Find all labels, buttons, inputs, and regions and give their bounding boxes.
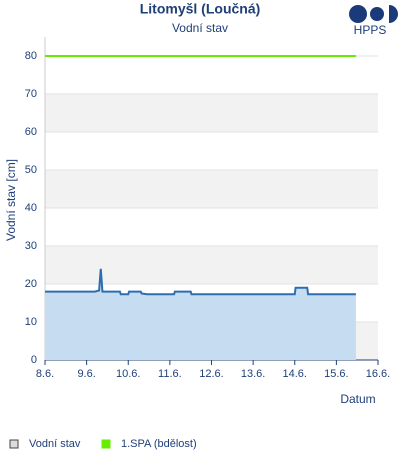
grid-band — [45, 246, 378, 284]
logo-text: HPPS — [354, 23, 387, 37]
y-tick-label: 0 — [31, 354, 37, 366]
legend-label: 1.SPA (bdělost) — [121, 438, 197, 450]
y-tick-label: 50 — [25, 164, 37, 176]
x-tick-label: 13.6. — [241, 368, 265, 380]
legend-label: Vodní stav — [29, 438, 81, 450]
y-tick-label: 20 — [25, 278, 37, 290]
y-tick-label: 10 — [25, 316, 37, 328]
grid-band — [45, 94, 378, 132]
chart-title: Litomyšl (Loučná) — [140, 1, 261, 17]
x-tick-label: 12.6. — [199, 368, 223, 380]
x-tick-label: 15.6. — [324, 368, 348, 380]
x-tick-label: 14.6. — [283, 368, 307, 380]
y-tick-label: 80 — [25, 50, 37, 62]
y-tick-label: 70 — [25, 88, 37, 100]
x-tick-label: 9.6. — [77, 368, 95, 380]
y-tick-label: 40 — [25, 202, 37, 214]
x-axis-label: Datum — [340, 392, 375, 406]
legend-swatch — [101, 439, 111, 449]
x-tick-label: 11.6. — [158, 368, 182, 380]
y-tick-label: 60 — [25, 126, 37, 138]
grid-band — [45, 170, 378, 208]
y-axis-label: Vodní stav [cm] — [4, 159, 18, 241]
legend-swatch — [9, 439, 19, 449]
x-tick-label: 16.6. — [366, 368, 390, 380]
x-tick-label: 8.6. — [36, 368, 54, 380]
series-line — [45, 268, 356, 296]
y-tick-label: 30 — [25, 240, 37, 252]
chart-subtitle: Vodní stav — [172, 21, 228, 35]
x-tick-label: 10.6. — [116, 368, 140, 380]
logo: HPPS — [349, 5, 398, 37]
area — [45, 268, 356, 360]
